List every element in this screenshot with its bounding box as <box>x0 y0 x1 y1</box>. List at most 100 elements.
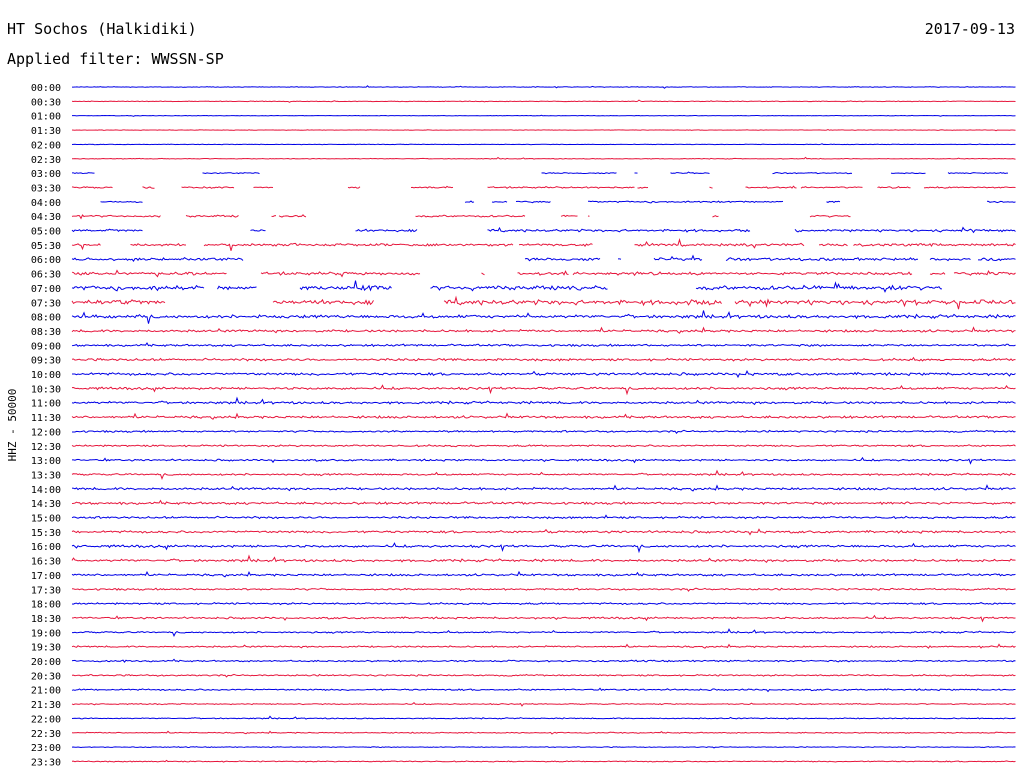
row-time-label: 15:00 <box>31 514 61 525</box>
row-time-label: 13:00 <box>31 456 61 467</box>
trace-row <box>71 715 1016 720</box>
trace-row <box>71 658 1016 663</box>
trace-row <box>71 99 1016 103</box>
row-time-label: 20:30 <box>31 671 61 682</box>
row-time-label: 04:30 <box>31 212 61 223</box>
row-time-label: 15:30 <box>31 528 61 539</box>
trace-row <box>71 673 1016 678</box>
row-time-label: 02:00 <box>31 140 61 151</box>
trace-row <box>71 310 1016 324</box>
trace-row <box>71 114 1016 117</box>
row-time-label: 14:00 <box>31 485 61 496</box>
row-time-label: 08:30 <box>31 327 61 338</box>
y-axis-label: HHZ - 50000 <box>6 389 19 462</box>
row-time-label: 16:00 <box>31 542 61 553</box>
trace-row <box>71 702 1016 707</box>
trace-row <box>71 687 1016 693</box>
row-time-label: 05:30 <box>31 241 61 252</box>
trace-row <box>71 528 1016 536</box>
row-time-label: 23:00 <box>31 743 61 754</box>
trace-row <box>71 542 1016 554</box>
trace-row <box>71 295 1016 310</box>
trace-row <box>71 171 1008 175</box>
trace-row <box>71 499 1016 506</box>
trace-row <box>71 254 1016 262</box>
row-time-label: 11:00 <box>31 399 61 410</box>
trace-row <box>71 514 1016 520</box>
trace-row <box>72 156 1016 160</box>
trace-row <box>71 396 1016 406</box>
trace-row <box>71 412 1016 420</box>
row-time-label: 04:00 <box>31 198 61 209</box>
date-label: 2017-09-13 <box>924 20 1015 38</box>
time-label-layer: 00:00 00:30 01:00 01:30 02:00 02:30 03:00 03:30… <box>31 83 61 768</box>
trace-row <box>71 85 1016 89</box>
row-time-label: 20:00 <box>31 657 61 668</box>
row-time-label: 07:00 <box>31 284 61 295</box>
trace-row <box>71 326 1016 334</box>
trace-row <box>71 356 1016 362</box>
row-time-label: 21:30 <box>31 700 61 711</box>
trace-row <box>71 484 1016 492</box>
row-time-label: 01:00 <box>31 112 61 123</box>
row-time-label: 19:30 <box>31 643 61 654</box>
trace-row <box>71 370 1016 379</box>
row-time-label: 01:30 <box>31 126 61 137</box>
row-time-label: 06:30 <box>31 270 61 281</box>
trace-row <box>100 200 1016 204</box>
trace-row <box>71 587 1016 592</box>
row-time-label: 07:30 <box>31 298 61 309</box>
row-time-label: 18:30 <box>31 614 61 625</box>
row-time-label: 06:00 <box>31 255 61 266</box>
row-time-label: 17:00 <box>31 571 61 582</box>
trace-row <box>71 614 1016 623</box>
row-time-label: 13:30 <box>31 470 61 481</box>
trace-row <box>71 429 1016 435</box>
row-time-label: 11:30 <box>31 413 61 424</box>
row-time-label: 18:00 <box>31 600 61 611</box>
row-time-label: 10:00 <box>31 370 61 381</box>
trace-row <box>71 143 1016 146</box>
trace-row <box>71 570 1016 578</box>
trace-row <box>71 226 1016 234</box>
row-time-label: 12:30 <box>31 442 61 453</box>
trace-row <box>71 342 1016 348</box>
trace-row <box>71 456 1016 465</box>
row-time-label: 05:00 <box>31 227 61 238</box>
row-time-label: 10:30 <box>31 384 61 395</box>
row-time-label: 00:00 <box>31 83 61 94</box>
trace-row <box>71 384 1016 396</box>
trace-row <box>71 269 1016 278</box>
trace-row <box>71 730 1016 735</box>
trace-row <box>71 628 1016 638</box>
row-time-label: 23:30 <box>31 757 61 768</box>
row-time-label: 16:30 <box>31 557 61 568</box>
row-time-label: 09:30 <box>31 356 61 367</box>
row-time-label: 08:00 <box>31 313 61 324</box>
row-time-label: 22:30 <box>31 729 61 740</box>
row-time-label: 17:30 <box>31 585 61 596</box>
trace-row <box>71 643 1016 649</box>
row-time-label: 02:30 <box>31 155 61 166</box>
row-time-label: 03:30 <box>31 183 61 194</box>
station-title: HT Sochos (Halkidiki) <box>7 20 197 38</box>
row-time-label: 21:00 <box>31 686 61 697</box>
row-time-label: 09:00 <box>31 341 61 352</box>
row-time-label: 03:00 <box>31 169 61 180</box>
trace-row <box>71 214 851 220</box>
row-time-label: 14:30 <box>31 499 61 510</box>
trace-row <box>71 554 1016 563</box>
filter-label: Applied filter: WWSSN-SP <box>7 50 224 68</box>
trace-layer <box>71 85 1016 763</box>
trace-row <box>71 746 1016 749</box>
trace-row <box>71 129 1016 132</box>
row-time-label: 19:00 <box>31 628 61 639</box>
trace-row <box>71 759 1016 763</box>
trace-row <box>71 237 1016 251</box>
row-time-label: 22:00 <box>31 714 61 725</box>
trace-row <box>71 444 1016 448</box>
trace-row <box>71 469 1016 480</box>
trace-row <box>71 280 943 293</box>
trace-row <box>71 602 1016 606</box>
